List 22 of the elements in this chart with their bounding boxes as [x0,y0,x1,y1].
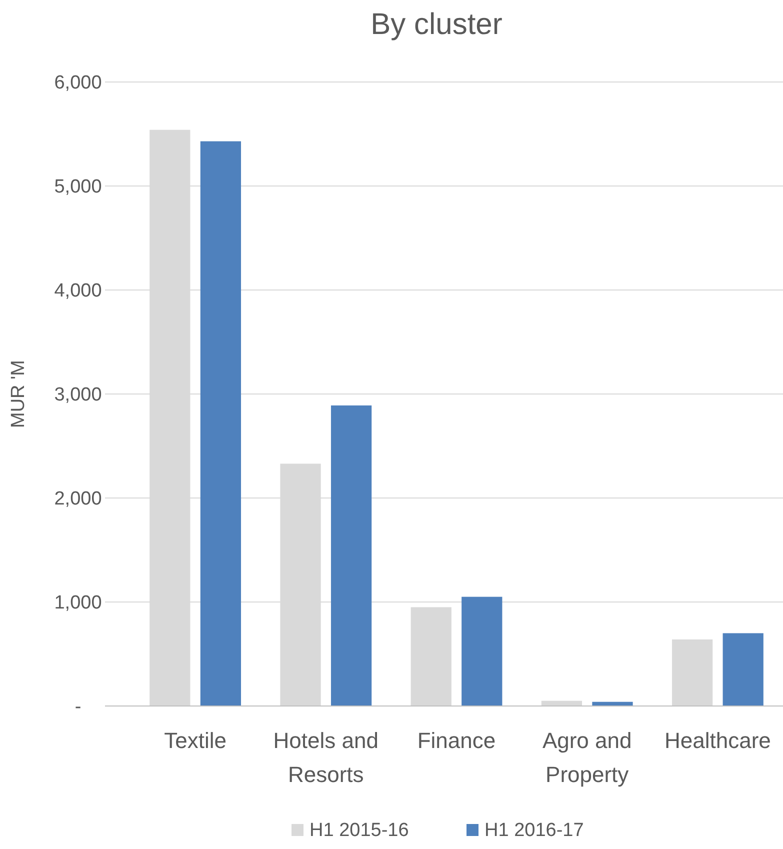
bar [722,633,764,706]
x-tick-label: Agro and Property [542,728,632,787]
y-tick-label: - [74,696,82,718]
bar [410,607,452,706]
legend-label: H1 2015-16 [310,820,409,841]
legend-label: H1 2016-17 [484,820,584,841]
x-tick-label: Healthcare [664,728,771,753]
x-tick-label: Textile [164,728,226,753]
y-tick-label: 1,000 [54,592,102,614]
bar [200,141,242,706]
y-tick-label: 2,000 [54,488,102,510]
y-axis-title: MUR 'M [8,360,29,428]
x-tick-label: Finance [417,728,496,753]
y-tick-label: 5,000 [54,176,102,198]
bar [462,596,502,706]
bar [672,639,713,706]
bar [330,405,372,706]
y-tick-label: 3,000 [54,384,102,406]
chart-title: By cluster [370,8,502,41]
y-tick-label: 6,000 [54,72,102,94]
x-tick-label: Hotels and Resorts [273,728,378,787]
y-tick-label: 4,000 [54,280,102,302]
